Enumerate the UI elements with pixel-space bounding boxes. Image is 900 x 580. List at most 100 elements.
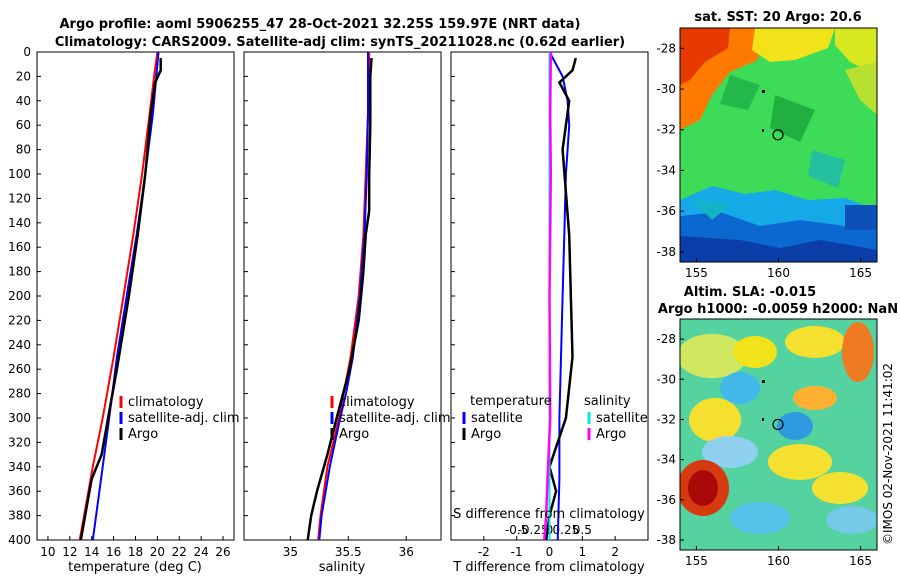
x-tick-label: 36 (399, 545, 414, 559)
s-tick-label: 0.5 (573, 523, 592, 537)
legend-title-temperature: temperature (470, 394, 552, 409)
depth-tick-label: 0 (23, 45, 31, 59)
s-tick-label: -0.5 (505, 523, 528, 537)
sla-map-title-1: Altim. SLA: -0.015 (684, 285, 816, 300)
imos-watermark: ©IMOS 02-Nov-2021 11:41:02 (881, 363, 895, 545)
legend-label-argo: Argo (128, 427, 158, 442)
depth-tick-label: 80 (16, 143, 31, 157)
map-y-tick-label: -38 (656, 245, 676, 259)
t-difference-axis-label: T difference from climatology (452, 560, 645, 575)
series-t-argo (544, 57, 578, 541)
sla-map (680, 319, 877, 550)
depth-tick-label: 120 (8, 191, 31, 205)
x-tick-label: 10 (40, 545, 55, 559)
map-y-tick-label: -30 (656, 82, 676, 96)
x-tick-label: 18 (128, 545, 143, 559)
map-x-tick-label: 155 (685, 554, 708, 568)
sla-map-marker-1 (762, 380, 765, 383)
sla-map-title-2: Argo h1000: -0.0059 h2000: NaN (658, 302, 898, 317)
depth-tick-label: 260 (8, 362, 31, 376)
legend-label-t-satellite: satellite (471, 411, 523, 426)
temperature-plot-frame (36, 51, 235, 541)
argo-position-marker (772, 129, 784, 141)
title-line-2: Climatology: CARS2009. Satellite-adj cli… (55, 35, 625, 50)
sst-map-marker-1 (762, 90, 765, 93)
s-tick-label: -0.25 (518, 523, 549, 537)
sst-map (680, 28, 877, 262)
legend-label-t-argo: Argo (471, 427, 501, 442)
x-tick-label: -1 (511, 545, 523, 559)
temperature-legend: climatology satellite-adj. clim Argo (119, 395, 240, 442)
series-argo (306, 58, 373, 541)
depth-tick-label: 380 (8, 509, 31, 523)
x-tick-label: 26 (215, 545, 230, 559)
argo-position-marker (772, 418, 784, 431)
salinity-plot-frame (243, 51, 442, 541)
depth-tick-label: 320 (8, 435, 31, 449)
salinity-axis-label: salinity (319, 560, 366, 575)
depth-tick-label: 200 (8, 289, 31, 303)
legend-label-climatology: climatology (339, 395, 415, 410)
map-x-tick-label: 160 (767, 554, 790, 568)
sst-map-title: sat. SST: 20 Argo: 20.6 (694, 10, 861, 25)
map-y-tick-label: -34 (656, 163, 676, 177)
legend-label-s-argo: Argo (596, 427, 626, 442)
series-argo (79, 58, 162, 541)
map-y-tick-label: -36 (656, 493, 676, 507)
difference-legend: temperature satellite Argo salinity sate… (462, 394, 648, 442)
depth-tick-label: 40 (16, 94, 31, 108)
x-tick-label: 24 (194, 545, 209, 559)
map-y-tick-label: -28 (656, 332, 676, 346)
series-s-argo (542, 51, 553, 541)
depth-tick-label: 160 (8, 240, 31, 254)
legend-label-argo: Argo (339, 427, 369, 442)
temperature-plot: 10 12 14 16 18 20 22 24 26 (40, 51, 231, 559)
depth-tick-label: 360 (8, 484, 31, 498)
x-tick-label: 22 (172, 545, 187, 559)
depth-tick-label: 240 (8, 338, 31, 352)
legend-label-climatology: climatology (128, 395, 204, 410)
salinity-legend: climatology satellite-adj. clim Argo (330, 395, 451, 442)
map-y-tick-label: -36 (656, 204, 676, 218)
x-tick-label: -2 (478, 545, 490, 559)
map-y-tick-label: -34 (656, 453, 676, 467)
x-tick-label: 14 (84, 545, 99, 559)
depth-tick-label: 20 (16, 69, 31, 83)
sla-map-axes: 155 160 165 -28 -30 -32 -34 -36 -38 (656, 332, 872, 568)
depth-tick-label: 140 (8, 216, 31, 230)
depth-tick-label: 220 (8, 313, 31, 327)
map-y-tick-label: -28 (656, 41, 676, 55)
legend-label-satellite: satellite-adj. clim (339, 411, 451, 426)
sla-map-marker-2 (762, 418, 764, 421)
map-x-tick-label: 165 (849, 554, 872, 568)
depth-tick-label: 280 (8, 387, 31, 401)
x-tick-label: 2 (611, 545, 619, 559)
map-y-tick-label: -32 (656, 123, 676, 137)
depth-tick-label: 400 (8, 533, 31, 547)
depth-tick-label: 340 (8, 460, 31, 474)
series-satellite-adj-clim (91, 51, 160, 541)
map-y-tick-label: -38 (656, 533, 676, 547)
x-tick-label: 12 (62, 545, 77, 559)
title-line-1: Argo profile: aoml 5906255_47 28-Oct-202… (60, 17, 581, 32)
sst-map-marker-2 (762, 129, 764, 132)
x-tick-label: 35 (283, 545, 298, 559)
depth-axis: 0 20 40 60 80 100 120 140 160 180 200 220 240 260 280 3… (8, 45, 455, 547)
temperature-axis-label: temperature (deg C) (68, 560, 202, 575)
x-tick-label: 0 (546, 545, 554, 559)
difference-plot: -2 -1 0 1 2-0.5-0.250 0.250.5 (478, 51, 619, 559)
x-tick-label: 16 (106, 545, 121, 559)
s-tick-label: 0.25 (553, 523, 580, 537)
x-tick-label: 35.5 (335, 545, 362, 559)
sst-map-axes: 155 160 165 -28 -30 -32 -34 -36 -38 (656, 41, 872, 280)
legend-label-s-satellite: satellite (596, 411, 648, 426)
legend-title-salinity: salinity (584, 394, 631, 409)
map-x-tick-label: 165 (849, 266, 872, 280)
depth-tick-label: 100 (8, 167, 31, 181)
depth-tick-label: 180 (8, 265, 31, 279)
legend-label-satellite: satellite-adj. clim (128, 411, 240, 426)
map-x-tick-label: 160 (767, 266, 790, 280)
map-y-tick-label: -32 (656, 412, 676, 426)
map-x-tick-label: 155 (685, 266, 708, 280)
